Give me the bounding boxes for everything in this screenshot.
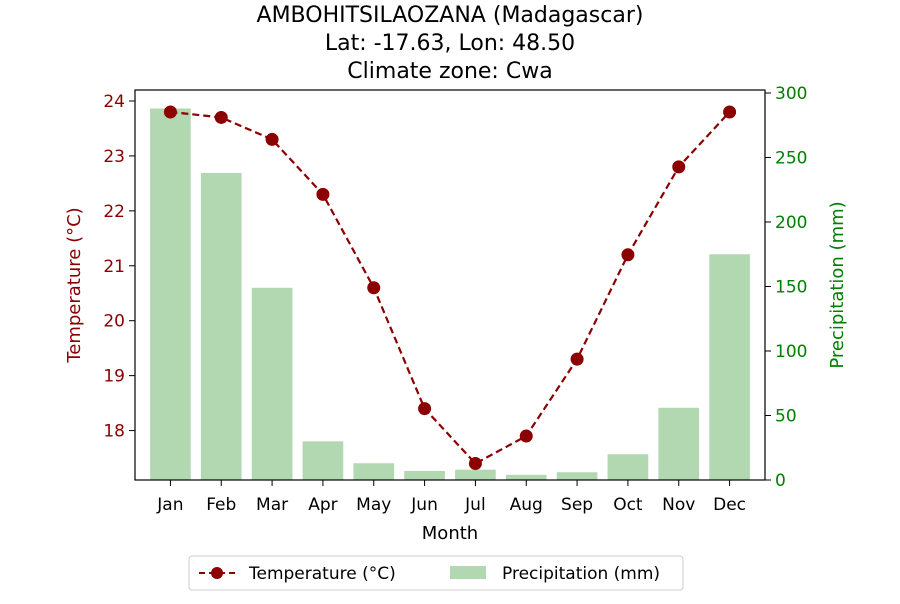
x-tick-label-feb: Feb: [206, 495, 236, 515]
y-axis-right: 0 50 100 150 200 250 300: [765, 84, 807, 491]
precipitation-bar-oct: [607, 454, 649, 480]
temperature-point-apr: [316, 187, 330, 201]
y-right-tick-label-0: 0: [775, 471, 786, 491]
x-tick-label-nov: Nov: [662, 495, 695, 515]
y-axis-right-label: Precipitation (mm): [827, 201, 848, 368]
x-tick-label-may: May: [356, 495, 391, 515]
x-tick-label-sep: Sep: [561, 495, 593, 515]
y-right-tick-label-100: 100: [775, 342, 807, 362]
precipitation-bar-sep: [556, 472, 598, 480]
temperature-point-dec: [723, 105, 737, 119]
x-tick-label-jul: Jul: [464, 495, 486, 515]
y-right-tick-label-300: 300: [775, 84, 807, 104]
temperature-line-path: [170, 110, 731, 465]
precipitation-bar-apr: [302, 441, 344, 480]
plot-area-frame: [134, 89, 766, 481]
legend-temperature-label: Temperature (°C): [248, 564, 396, 584]
x-tick-label-aug: Aug: [510, 495, 543, 515]
y-right-tick-label-250: 250: [775, 149, 807, 169]
temperature-point-jul: [468, 457, 482, 471]
title-line-3: Climate zone: Cwa: [347, 59, 552, 84]
precipitation-bar-dec: [709, 254, 750, 480]
y-left-tick-label-23: 23: [103, 147, 125, 167]
precipitation-bar-mar: [251, 287, 293, 480]
x-tick-label-mar: Mar: [256, 495, 288, 515]
x-tick-label-oct: Oct: [613, 495, 643, 515]
temperature-point-nov: [672, 160, 686, 174]
x-tick-label-apr: Apr: [308, 495, 337, 515]
temperature-point-jan: [163, 105, 177, 119]
y-left-tick-label-19: 19: [103, 367, 125, 387]
title-line-2: Lat: -17.63, Lon: 48.50: [325, 31, 575, 56]
x-axis-label: Month: [422, 523, 478, 544]
temperature-point-sep: [570, 352, 584, 366]
precipitation-bars: [150, 108, 750, 481]
y-right-tick-label-200: 200: [775, 213, 807, 233]
y-left-tick-label-24: 24: [103, 92, 125, 112]
chart-title: AMBOHITSILAOZANA (Madagascar) Lat: -17.6…: [257, 3, 644, 84]
precipitation-bar-jun: [404, 470, 445, 480]
temperature-point-mar: [265, 132, 279, 146]
legend-frame: [188, 555, 684, 591]
precipitation-bar-nov: [658, 407, 700, 480]
legend-precipitation-swatch: [450, 566, 486, 579]
y-right-tick-label-150: 150: [775, 278, 807, 298]
y-left-tick-label-21: 21: [103, 257, 125, 277]
y-axis-left: 18 19 20 21 22 23 24: [103, 92, 135, 442]
temperature-point-may: [367, 281, 381, 295]
x-tick-label-jun: Jun: [410, 495, 438, 515]
precipitation-bar-aug: [505, 474, 547, 480]
y-left-tick-label-20: 20: [103, 312, 125, 332]
legend-precipitation-label: Precipitation (mm): [502, 564, 660, 584]
y-left-tick-label-22: 22: [103, 202, 125, 222]
temperature-point-feb: [214, 110, 228, 124]
legend-temperature-marker: [211, 567, 223, 579]
y-left-tick-label-18: 18: [103, 422, 125, 442]
x-tick-label-jan: Jan: [156, 495, 183, 515]
x-axis: Jan Feb Mar Apr May Jun Jul Aug Sep Oct Nov Dec: [156, 480, 746, 515]
y-axis-left-label: Temperature (°C): [64, 207, 85, 363]
precipitation-bar-jan: [150, 108, 191, 480]
y-right-tick-label-50: 50: [775, 407, 797, 427]
precipitation-bar-may: [353, 463, 395, 480]
precipitation-bar-jul: [455, 469, 496, 480]
temperature-point-oct: [621, 248, 635, 262]
title-line-1: AMBOHITSILAOZANA (Madagascar): [257, 3, 644, 28]
temperature-point-aug: [519, 429, 533, 443]
legend: Temperature (°C) Precipitation (mm): [188, 555, 684, 591]
x-tick-label-dec: Dec: [713, 495, 746, 515]
temperature-line: [163, 105, 737, 471]
precipitation-bar-feb: [200, 172, 242, 481]
temperature-point-jun: [418, 402, 432, 416]
